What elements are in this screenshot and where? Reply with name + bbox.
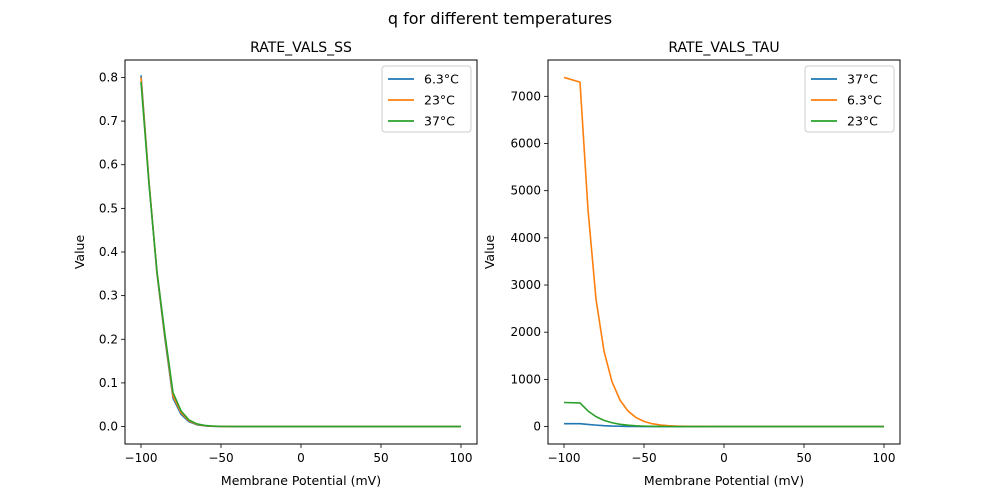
subplot-title: RATE_VALS_TAU (668, 40, 779, 56)
subplot-rate-vals-tau: RATE_VALS_TAU−100 −50 0 50 10001000200030004… (482, 40, 901, 488)
subplot-rate-vals-ss: RATE_VALS_SS −100 −50 0 50 100 0.0 0.1 0.2 0.3 0.4… (72, 40, 478, 488)
x-tick-label: 50 (373, 451, 388, 465)
y-tick-label: 1000 (510, 372, 541, 386)
x-tick-label: −100 (548, 451, 581, 465)
y-tick-label: 0 (533, 420, 541, 434)
legend-label-2: 23°C (847, 114, 878, 129)
y-axis-label: Value (482, 235, 497, 270)
figure-suptitle: q for different temperatures (388, 9, 612, 28)
x-tick-label: 100 (450, 451, 473, 465)
y-tick-label: 0.0 (99, 420, 118, 434)
y-tick-label: 0.8 (99, 70, 118, 84)
series-line-2 (563, 401, 884, 428)
y-tick-label: 2000 (510, 325, 541, 339)
legend-label-2: 37°C (424, 114, 455, 129)
y-tick-label: 0.4 (99, 245, 118, 259)
x-tick-label: −50 (208, 451, 233, 465)
x-tick-label: 100 (873, 451, 896, 465)
y-tick-label: 7000 (510, 89, 541, 103)
y-tick-label: 0.1 (99, 376, 118, 390)
legend-label-0: 6.3°C (424, 72, 459, 87)
y-tick-label: 5000 (510, 184, 541, 198)
y-tick-label: 0.7 (99, 114, 118, 128)
x-tick-label: 50 (796, 451, 811, 465)
legend-label-0: 37°C (847, 72, 878, 87)
legend-label-1: 23°C (424, 93, 455, 108)
y-tick-label: 3000 (510, 278, 541, 292)
x-axis-label: Membrane Potential (mV) (221, 473, 381, 488)
series-line-2 (140, 81, 461, 428)
y-tick-label: 4000 (510, 231, 541, 245)
y-axis-label: Value (72, 235, 87, 270)
legend: 37°C 6.3°C 23°C (804, 65, 895, 133)
y-tick-label: 0.3 (99, 289, 118, 303)
y-tick-label: 6000 (510, 136, 541, 150)
x-axis-label: Membrane Potential (mV) (644, 473, 804, 488)
x-tick-label: 0 (297, 451, 305, 465)
legend: 6.3°C 23°C 37°C (381, 65, 472, 133)
y-tick-label: 0.2 (99, 332, 118, 346)
y-tick-label: 0.5 (99, 201, 118, 215)
x-tick-label: 0 (720, 451, 728, 465)
legend-frame (804, 65, 895, 133)
x-tick-label: −50 (631, 451, 656, 465)
y-tick-label: 0.6 (99, 158, 118, 172)
x-tick-label: −100 (125, 451, 158, 465)
legend-label-1: 6.3°C (847, 93, 882, 108)
subplot-title: RATE_VALS_SS (250, 40, 352, 56)
legend-frame (381, 65, 472, 133)
